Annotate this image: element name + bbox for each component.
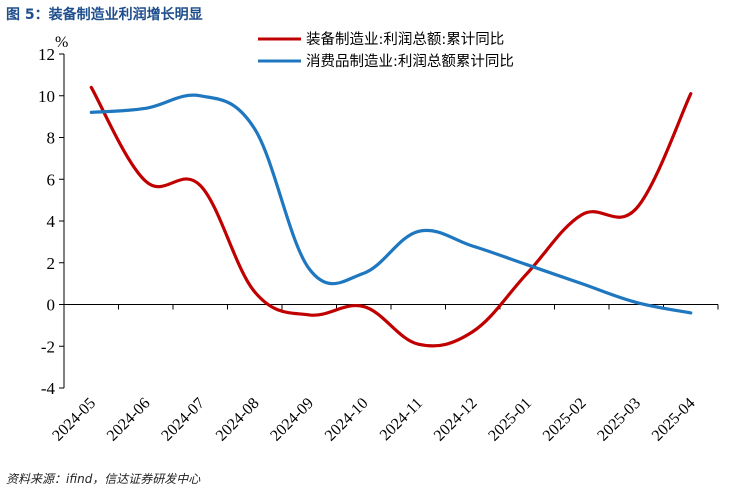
legend-label-consumer: 消费品制造业:利润总额累计同比 [306,53,514,70]
legend: 装备制造业:利润总额:累计同比 消费品制造业:利润总额累计同比 [258,31,514,70]
series-line-equipment [89,85,693,348]
x-tick-label: 2025-01 [485,395,535,445]
x-tick-label: 2024-10 [322,395,372,445]
y-tick-label: -2 [41,337,55,356]
y-tick-label: 8 [47,129,56,148]
y-tick-label: 12 [38,45,55,64]
x-ticks: 2024-05 2024-06 2024-07 2024-08 2024-09 2024-… [49,304,719,445]
figure-title: 图 5：装备制造业利润增长明显 [6,6,203,23]
series-lines [89,85,693,348]
y-ticks: -4 -2 0 2 4 6 8 10 12 [38,45,64,398]
source-note: 资料来源：ifind，信达证券研发中心 [6,472,201,486]
series-line-consumer [89,93,693,315]
y-tick-label: 6 [47,170,56,189]
legend-label-equipment: 装备制造业:利润总额:累计同比 [306,31,504,48]
x-tick-label: 2024-08 [213,395,263,445]
y-tick-label: 4 [47,212,56,231]
x-tick-label: 2025-04 [649,395,699,445]
x-tick-label: 2024-12 [431,395,481,445]
x-tick-label: 2025-02 [540,395,590,445]
x-tick-label: 2024-09 [267,395,317,445]
y-tick-label: 0 [47,296,56,315]
y-tick-label: -4 [41,379,56,398]
x-tick-label: 2024-11 [377,395,426,444]
x-tick-label: 2024-07 [158,395,208,445]
x-tick-label: 2024-06 [104,395,154,445]
y-unit-label: % [55,34,68,51]
y-tick-label: 2 [47,254,56,273]
x-tick-label: 2025-03 [594,395,644,445]
y-tick-label: 10 [38,87,55,106]
x-tick-label: 2024-05 [49,395,99,445]
